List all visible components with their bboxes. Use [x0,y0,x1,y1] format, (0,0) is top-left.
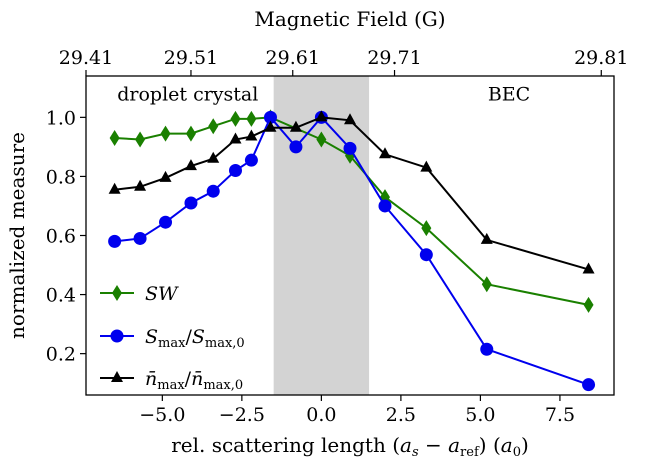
data-point-triangle [159,170,172,182]
data-point-diamond [185,125,196,142]
series-layer [108,109,596,392]
data-point-triangle [108,182,121,194]
data-point-triangle [378,147,391,159]
x-axis-label-zero: 0 [513,445,521,460]
data-point-circle [343,141,357,155]
x-tick-label: −2.5 [219,404,265,426]
data-point-diamond [160,125,171,142]
x-axis-label: rel. scattering length (as − aref) (a0) [171,433,529,460]
y-axis-label: normalized measure [5,132,29,339]
data-point-diamond [208,118,219,135]
data-point-diamond [481,276,492,293]
data-point-triangle [582,262,595,274]
data-point-circle [378,199,392,213]
x-tick-label: 5.0 [465,404,495,426]
top-axis-label: Magnetic Field (G) [254,7,445,31]
y-tick-label: 0.6 [46,226,76,248]
data-point-diamond [421,220,432,237]
region-label: BEC [488,84,530,106]
legend-marker-smax [110,329,124,343]
data-point-triangle [420,160,433,172]
series-0 [109,109,594,313]
data-point-circle [159,215,173,229]
legend-label-nmax: n̄max/n̄max,0 [145,368,243,393]
y-tick-label: 0.4 [46,285,76,307]
legend-entry-nmax: n̄max/n̄max,0 [100,368,243,393]
data-point-diamond [135,131,146,148]
legend-marker-sw [112,285,122,301]
data-point-circle [480,342,494,356]
data-point-triangle [480,232,493,244]
x-axis-label-minus: − [419,433,448,457]
legend-entry-smax: Smax/Smax,0 [100,326,245,351]
data-point-triangle [134,179,147,191]
y-tick-label: 0.2 [46,344,76,366]
data-point-triangle [315,110,328,122]
legend-entry-sw: SW [100,283,179,305]
x-axis-label-s: s [412,445,419,460]
data-point-triangle [207,151,220,163]
region-label-layer: droplet crystal BEC [117,84,530,106]
x-axis-label-mid: ) ( [479,433,501,457]
data-point-circle [263,110,277,124]
data-point-diamond [246,110,257,127]
top-x-tick-label: 29.81 [574,47,628,69]
data-point-diamond [316,131,327,148]
data-point-circle [419,248,433,262]
data-point-circle [206,184,220,198]
x-tick-label: 0.0 [306,404,336,426]
data-point-circle [582,378,596,392]
x-axis-label-suffix: ) [521,433,529,457]
data-point-circle [133,231,147,245]
x-tick-label: 2.5 [386,404,416,426]
data-point-diamond [230,110,241,127]
top-x-tick-label: 29.41 [59,47,113,69]
x-axis-label-ref: ref [460,445,480,460]
shaded-transition-region [273,76,370,395]
data-point-triangle [184,159,197,171]
data-point-diamond [583,296,594,313]
data-point-circle [184,196,198,210]
data-point-circle [289,140,303,154]
y-tick-label: 1.0 [46,107,76,129]
y-tick-label: 0.8 [46,166,76,188]
data-point-diamond [109,130,120,147]
legend-label-smax: Smax/Smax,0 [145,326,245,351]
shaded-region-layer [273,76,370,395]
x-axis-label-a2: a [448,433,460,457]
legend: SW Smax/Smax,0 n̄max/n̄max,0 [100,283,245,393]
data-point-circle [228,164,242,178]
data-point-triangle [289,120,302,132]
legend-marker-nmax [111,371,123,382]
x-tick-label: 7.5 [545,404,575,426]
x-axis-label-a: a [400,433,412,457]
x-axis-label-prefix: rel. scattering length ( [171,433,400,457]
region-label: droplet crystal [117,84,258,106]
data-point-triangle [264,120,277,132]
top-x-tick-label: 29.71 [367,47,421,69]
x-axis-label-a3: a [501,433,513,457]
series-1 [108,110,596,392]
data-point-triangle [245,129,258,141]
series-2 [108,110,595,274]
top-x-tick-label: 29.61 [266,47,320,69]
legend-label-sw: SW [145,283,179,305]
tick-layer: −5.0 −2.5 0.0 2.5 5.0 7.5 0.2 0.4 0.6 0.8 1.0 29.41… [46,47,629,426]
data-point-circle [244,153,258,167]
x-tick-label: −5.0 [139,404,185,426]
top-x-tick-label: 29.51 [164,47,218,69]
data-point-triangle [344,113,356,125]
data-point-circle [108,234,122,248]
data-point-triangle [229,132,242,144]
